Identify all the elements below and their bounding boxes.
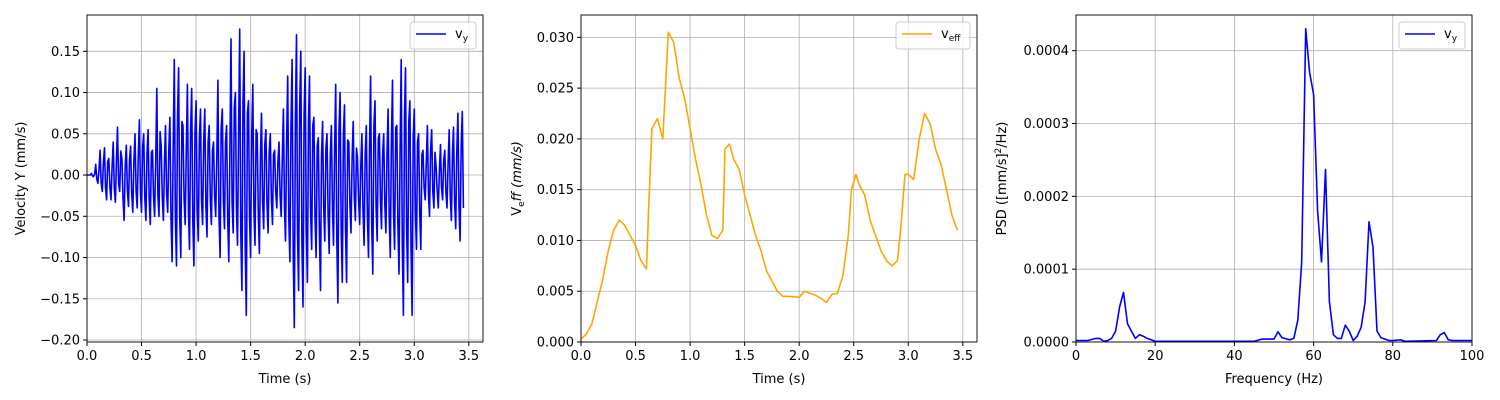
x-axis-label: Time (s)	[752, 372, 806, 387]
x-tick-label: 100	[1460, 349, 1485, 364]
x-tick-label: 2.5	[349, 349, 370, 364]
x-tick-label: 0.0	[571, 349, 592, 364]
legend-box	[409, 21, 477, 50]
y-tick-label: 0.00	[51, 169, 80, 184]
x-tick-label: 2.0	[789, 349, 810, 364]
y-label-main: V	[510, 207, 525, 216]
y-tick-label: 0.0003	[1024, 117, 1070, 132]
x-tick-label: 0.5	[131, 349, 152, 364]
series-line	[581, 31, 959, 340]
y-tick-label: 0.000	[537, 336, 574, 351]
legend: vy	[409, 21, 477, 50]
y-tick-label: 0.0002	[1024, 190, 1070, 205]
y-tick-label: 0.005	[537, 285, 574, 300]
x-tick-label: 1.5	[734, 349, 755, 364]
x-tick-label: 20	[1147, 349, 1164, 364]
y-tick-label: 0.05	[51, 127, 80, 142]
x-tick-label: 0.5	[625, 349, 646, 364]
y-tick-label: 0.0004	[1024, 44, 1070, 59]
y-tick-label: −0.10	[40, 251, 80, 266]
y-tick-label: 0.010	[537, 234, 574, 249]
legend-label: vy	[1444, 27, 1458, 44]
axes-frame	[86, 14, 484, 343]
y-label-rest: ff (mm/s)	[510, 141, 525, 201]
x-tick-label: 2.5	[843, 349, 864, 364]
y-tick-label: 0.10	[51, 86, 80, 101]
x-tick-label: 80	[1385, 349, 1402, 364]
y-tick-label: −0.15	[40, 292, 80, 307]
y-label-main: PSD ([mm/s]	[995, 153, 1010, 235]
y-axis-label: PSD ([mm/s]2/Hz)	[994, 122, 1010, 236]
x-tick-label: 1.0	[680, 349, 701, 364]
axes-frame	[580, 14, 978, 343]
subplot-2: 0.0 0.5 1.0 1.5 2.0 2.5 3.0 3.5 0.000 0.005 0.010 0…	[510, 14, 978, 387]
y-axis-label: Velocity Y (mm/s)	[14, 122, 29, 236]
y-tick-label: 0.0001	[1024, 263, 1070, 278]
series-line	[87, 28, 465, 329]
x-tick-label: 60	[1305, 349, 1322, 364]
x-tick-label: 40	[1226, 349, 1243, 364]
x-tick-label: 3.5	[458, 349, 479, 364]
y-tick-label: 0.015	[537, 183, 574, 198]
y-label-rest: /Hz)	[995, 122, 1010, 148]
y-axis-label: Veff (mm/s)	[510, 141, 527, 216]
x-tick-label: 1.5	[240, 349, 261, 364]
x-tick-label: 3.0	[898, 349, 919, 364]
y-tick-label: −0.20	[40, 334, 80, 349]
y-tick-label: 0.15	[51, 45, 80, 60]
subplot-1: 0.0 0.5 1.0 1.5 2.0 2.5 3.0 3.5 −0.20 −0.15 −0.10 −…	[14, 14, 484, 387]
y-tick-label: 0.020	[537, 132, 574, 147]
x-tick-label: 0.0	[77, 349, 98, 364]
y-label-sup: 2	[994, 148, 1004, 154]
x-axis-label: Frequency (Hz)	[1225, 372, 1323, 387]
y-label-main: Velocity Y (mm/s)	[14, 122, 29, 236]
y-tick-label: 0.025	[537, 82, 574, 97]
legend: vy	[1398, 21, 1466, 50]
y-tick-label: 0.0000	[1024, 336, 1070, 351]
axes-frame	[1075, 14, 1473, 343]
x-axis-label: Time (s)	[258, 372, 312, 387]
x-tick-label: 3.0	[404, 349, 425, 364]
x-tick-label: 2.0	[295, 349, 316, 364]
legend-box	[1398, 21, 1466, 50]
legend-label: vy	[455, 27, 469, 44]
legend-label: veff	[941, 27, 961, 44]
y-tick-label: −0.05	[40, 210, 80, 225]
x-tick-label: 3.5	[952, 349, 973, 364]
y-tick-label: 0.030	[537, 31, 574, 46]
subplot-3: 0 20 40 60 80 100 0.0000 0.0001 0.0002 0.0003 0.00…	[994, 14, 1485, 387]
x-tick-label: 0	[1072, 349, 1080, 364]
legend: veff	[895, 21, 971, 50]
legend-box	[895, 21, 971, 50]
x-tick-label: 1.0	[186, 349, 207, 364]
y-label-sub: e	[517, 201, 527, 207]
series-line	[1076, 27, 1472, 342]
